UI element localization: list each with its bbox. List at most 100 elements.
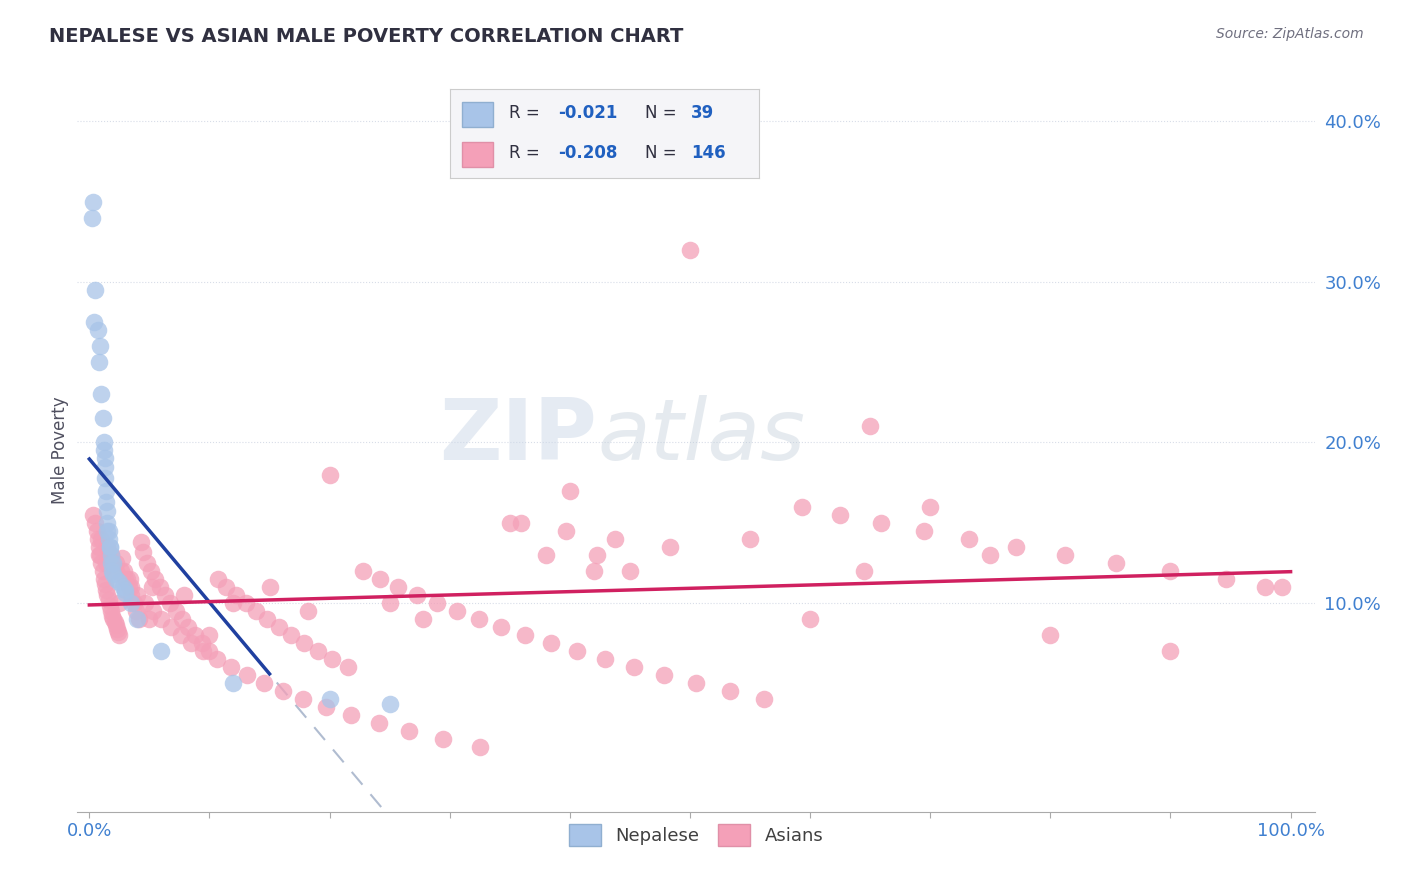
Point <box>125 604 148 618</box>
Point <box>132 544 155 558</box>
Point <box>98 540 121 554</box>
Point <box>91 564 114 578</box>
Point <box>387 580 409 594</box>
Point <box>318 692 340 706</box>
Point <box>114 586 136 600</box>
Point <box>98 540 121 554</box>
Point <box>799 612 821 626</box>
Point <box>336 660 359 674</box>
Point <box>658 540 681 554</box>
Point <box>112 564 135 578</box>
Point <box>87 548 110 562</box>
Point <box>94 459 117 474</box>
Point <box>120 572 142 586</box>
Point <box>97 524 120 538</box>
Point <box>87 532 110 546</box>
Point <box>94 576 117 591</box>
Point <box>82 194 104 209</box>
Point <box>115 572 138 586</box>
Point <box>235 668 257 682</box>
Point <box>368 572 391 586</box>
Point <box>252 676 274 690</box>
Point <box>104 618 127 632</box>
Point <box>870 516 893 530</box>
Point <box>96 588 118 602</box>
Point <box>96 524 118 538</box>
Point <box>87 540 110 554</box>
Point <box>103 556 125 570</box>
Point <box>149 580 172 594</box>
Point <box>1271 580 1294 594</box>
Point <box>830 508 852 522</box>
Point <box>94 451 117 466</box>
Point <box>412 612 434 626</box>
Point <box>97 532 120 546</box>
Point <box>515 628 537 642</box>
Point <box>110 564 132 578</box>
Text: N =: N = <box>645 145 676 162</box>
Point <box>122 596 145 610</box>
Point <box>87 323 110 337</box>
Point <box>114 572 136 586</box>
Point <box>491 620 513 634</box>
Point <box>534 548 557 562</box>
Point <box>83 315 105 329</box>
Point <box>103 612 125 626</box>
Point <box>619 564 641 578</box>
Point <box>582 564 605 578</box>
Point <box>96 540 118 554</box>
Text: -0.208: -0.208 <box>558 145 617 162</box>
Point <box>222 596 245 610</box>
Point <box>105 622 128 636</box>
Point <box>153 588 176 602</box>
Point <box>108 628 131 642</box>
Point <box>129 535 152 549</box>
Point <box>1004 540 1026 554</box>
Point <box>198 628 221 642</box>
Text: R =: R = <box>509 104 540 122</box>
Point <box>159 596 181 610</box>
Point <box>108 575 131 590</box>
Point <box>180 636 202 650</box>
Point <box>96 516 118 530</box>
Point <box>108 596 131 610</box>
Point <box>90 532 112 546</box>
Text: N =: N = <box>645 104 676 122</box>
Point <box>136 556 159 570</box>
Text: 146: 146 <box>692 145 725 162</box>
Point <box>912 524 935 538</box>
Point <box>145 572 167 586</box>
Point <box>367 716 389 731</box>
Point <box>292 636 315 650</box>
Point <box>160 620 183 634</box>
Point <box>307 644 329 658</box>
Point <box>540 636 562 650</box>
Point <box>96 495 118 509</box>
Point <box>100 604 122 618</box>
Point <box>738 532 761 546</box>
Point <box>104 556 127 570</box>
Point <box>1159 644 1181 658</box>
Point <box>93 572 115 586</box>
Text: Source: ZipAtlas.com: Source: ZipAtlas.com <box>1216 27 1364 41</box>
Text: atlas: atlas <box>598 394 806 477</box>
Point <box>111 551 134 566</box>
Point <box>89 339 111 353</box>
Point <box>207 572 229 586</box>
Point <box>215 580 238 594</box>
Point <box>205 652 228 666</box>
Point <box>103 615 125 630</box>
Point <box>198 644 221 658</box>
Point <box>623 660 645 674</box>
Point <box>315 700 337 714</box>
Point <box>82 508 104 522</box>
Point <box>340 708 363 723</box>
Legend: Nepalese, Asians: Nepalese, Asians <box>561 817 831 854</box>
Point <box>87 355 110 369</box>
Point <box>406 588 429 602</box>
Point <box>235 596 257 610</box>
Point <box>1053 548 1076 562</box>
Text: -0.021: -0.021 <box>558 104 617 122</box>
FancyBboxPatch shape <box>463 142 494 167</box>
Point <box>138 612 160 626</box>
